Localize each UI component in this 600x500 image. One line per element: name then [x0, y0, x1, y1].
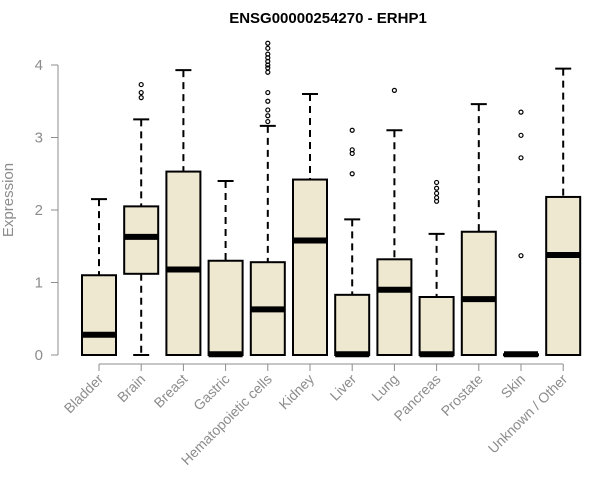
- box-bladder: [81, 198, 117, 356]
- outlier-point: [138, 95, 144, 101]
- y-axis: 0 1 2 3 4: [35, 57, 59, 364]
- box-gastric: [207, 180, 244, 358]
- x-tick-label: Kidney: [276, 371, 318, 413]
- y-tick-label: 2: [35, 202, 43, 219]
- y-tick-label: 1: [35, 275, 43, 292]
- box-brain: [123, 81, 160, 356]
- x-tick-label: Lung: [368, 371, 401, 404]
- box-kidney: [292, 93, 328, 356]
- x-tick-label: Breast: [151, 371, 191, 411]
- outlier-point: [518, 109, 524, 115]
- outlier-point: [265, 98, 271, 104]
- outlier-point: [518, 132, 524, 138]
- box-breast: [165, 69, 202, 356]
- box-body: [123, 205, 160, 275]
- y-tick-label: 0: [35, 347, 43, 364]
- outlier-point: [265, 45, 271, 51]
- box-pancreas: [418, 179, 455, 358]
- outlier-point: [265, 118, 271, 125]
- outlier-point: [265, 107, 271, 113]
- box-body: [81, 274, 117, 356]
- outlier-point: [518, 155, 524, 161]
- outlier-point: [265, 40, 271, 46]
- outlier-point: [138, 81, 144, 88]
- chart-title: ENSG00000254270 - ERHP1: [229, 10, 427, 27]
- x-tick-label: Skin: [498, 371, 529, 402]
- outlier-point: [349, 147, 355, 153]
- outlier-point: [349, 171, 355, 177]
- outlier-point: [434, 190, 440, 196]
- box-prostate: [460, 103, 497, 356]
- y-axis-label: Expression: [0, 163, 17, 237]
- box-body: [418, 296, 455, 356]
- x-tick-label: Brain: [114, 371, 148, 405]
- box-skin: [503, 109, 539, 358]
- x-tick-label: Liver: [327, 371, 360, 404]
- x-tick-label: Prostate: [438, 371, 486, 419]
- outlier-point: [391, 87, 397, 93]
- box-body: [334, 293, 371, 357]
- boxes-layer: [81, 40, 582, 358]
- outlier-point: [434, 185, 440, 191]
- x-tick-label: Bladder: [61, 371, 107, 417]
- outlier-point: [265, 65, 271, 71]
- box-body: [376, 258, 413, 356]
- box-body: [460, 230, 497, 356]
- box-unknown-other: [545, 67, 582, 356]
- outlier-point: [138, 89, 144, 96]
- box-body: [165, 170, 202, 356]
- outlier-point: [349, 127, 355, 133]
- outlier-point: [265, 113, 271, 119]
- x-tick-label: Pancreas: [391, 371, 444, 424]
- y-tick-label: 4: [35, 57, 43, 74]
- x-tick-label: Unknown / Other: [485, 371, 571, 457]
- outlier-point: [434, 179, 440, 186]
- outlier-point: [518, 253, 524, 259]
- outlier-point: [265, 51, 271, 57]
- box-lung: [376, 87, 413, 356]
- outlier-point: [265, 69, 271, 75]
- box-body: [545, 195, 582, 356]
- y-tick-label: 3: [35, 130, 43, 147]
- box-body: [292, 178, 328, 356]
- box-hematopoietic-cells: [249, 40, 286, 357]
- box-body: [207, 259, 244, 356]
- box-liver: [334, 127, 371, 358]
- outlier-point: [265, 89, 271, 96]
